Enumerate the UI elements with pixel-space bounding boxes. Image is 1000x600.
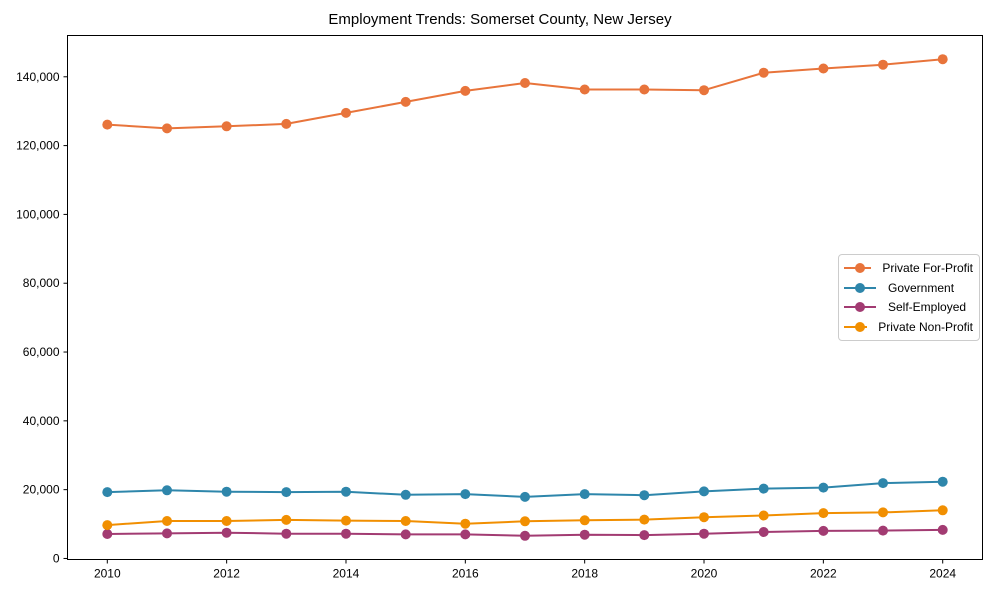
y-tick-label: 80,000 — [23, 276, 60, 290]
data-point-private-for-profit-2015 — [400, 96, 411, 107]
data-point-private-for-profit-2013 — [281, 118, 292, 129]
legend-label: Private Non-Profit — [878, 320, 973, 335]
data-point-self-employed-2024 — [937, 524, 948, 535]
data-point-private-for-profit-2024 — [937, 54, 948, 65]
data-point-self-employed-2010 — [102, 529, 113, 539]
data-point-government-2022 — [818, 482, 829, 493]
data-point-private-for-profit-2023 — [878, 59, 888, 70]
data-point-self-employed-2016 — [460, 529, 471, 540]
data-point-government-2021 — [758, 483, 769, 494]
data-point-private-for-profit-2011 — [162, 123, 172, 134]
legend-label: Private For-Profit — [882, 260, 973, 275]
legend-dot — [855, 322, 865, 333]
data-point-self-employed-2022 — [818, 525, 829, 536]
data-point-self-employed-2012 — [221, 527, 232, 538]
data-point-private-non-profit-2023 — [878, 507, 888, 518]
data-point-government-2024 — [937, 476, 948, 487]
data-point-private-non-profit-2017 — [520, 516, 530, 527]
data-point-self-employed-2021 — [758, 527, 769, 537]
legend-item-government: Government — [843, 278, 973, 298]
data-point-private-non-profit-2024 — [937, 505, 948, 516]
data-point-government-2018 — [579, 489, 590, 500]
data-point-private-non-profit-2016 — [460, 518, 471, 529]
chart-title: Employment Trends: Somerset County, New … — [328, 11, 672, 28]
data-point-private-non-profit-2020 — [699, 512, 709, 523]
data-point-government-2015 — [400, 489, 411, 500]
data-point-private-non-profit-2022 — [818, 508, 829, 519]
y-tick-label: 120,000 — [16, 139, 60, 153]
data-point-private-non-profit-2018 — [579, 515, 590, 526]
x-tick-label: 2020 — [691, 567, 718, 581]
legend-label: Government — [888, 280, 955, 295]
data-point-private-for-profit-2020 — [699, 85, 709, 96]
x-tick-label: 2014 — [333, 567, 360, 581]
data-point-private-non-profit-2010 — [102, 520, 113, 531]
data-point-private-non-profit-2011 — [162, 516, 172, 526]
data-point-self-employed-2023 — [878, 525, 888, 536]
y-tick-label: 0 — [53, 551, 60, 565]
data-point-private-for-profit-2018 — [579, 84, 590, 95]
legend-marker-icon — [844, 322, 868, 333]
data-point-private-non-profit-2015 — [400, 516, 411, 526]
legend-marker-icon — [844, 302, 876, 313]
legend-dot — [855, 282, 865, 293]
data-point-private-non-profit-2013 — [281, 514, 292, 525]
data-point-private-for-profit-2017 — [520, 78, 530, 88]
data-point-private-non-profit-2014 — [341, 515, 351, 526]
legend-item-private-for-profit: Private For-Profit — [843, 258, 973, 278]
x-tick-label: 2016 — [452, 567, 479, 581]
legend-marker-icon — [844, 282, 876, 293]
data-point-private-for-profit-2014 — [341, 107, 351, 118]
legend-item-private-non-profit: Private Non-Profit — [843, 317, 973, 337]
data-point-self-employed-2013 — [281, 528, 292, 539]
legend-dot — [855, 262, 865, 273]
x-tick-label: 2022 — [810, 567, 837, 581]
data-point-self-employed-2015 — [400, 529, 411, 540]
data-point-government-2010 — [102, 487, 113, 498]
data-point-government-2017 — [520, 491, 530, 502]
legend-dot — [855, 302, 865, 313]
data-point-self-employed-2018 — [579, 529, 590, 540]
data-point-government-2019 — [639, 490, 650, 501]
data-point-private-for-profit-2010 — [102, 119, 113, 130]
data-point-self-employed-2020 — [699, 528, 709, 539]
x-tick-label: 2012 — [213, 567, 240, 581]
data-point-private-for-profit-2016 — [460, 85, 471, 96]
data-point-self-employed-2017 — [520, 530, 530, 541]
y-tick-label: 100,000 — [16, 207, 60, 221]
x-tick-label: 2024 — [929, 567, 956, 581]
y-tick-label: 60,000 — [23, 345, 60, 359]
plot-area — [67, 35, 983, 560]
data-point-government-2014 — [341, 486, 351, 497]
legend-marker-icon — [844, 262, 872, 273]
data-point-government-2011 — [162, 485, 172, 496]
legend: Private For-Profit Government Self-Employe… — [838, 254, 980, 341]
legend-item-self-employed: Self-Employed — [843, 298, 973, 318]
data-point-self-employed-2014 — [341, 528, 351, 539]
data-point-government-2013 — [281, 487, 292, 498]
data-point-private-for-profit-2012 — [221, 121, 232, 132]
legend-label: Self-Employed — [888, 300, 967, 315]
data-point-government-2023 — [878, 478, 888, 489]
y-tick-label: 20,000 — [23, 483, 60, 497]
data-point-private-for-profit-2019 — [639, 84, 650, 95]
data-point-private-non-profit-2012 — [221, 516, 232, 526]
data-point-government-2016 — [460, 489, 471, 500]
x-tick-label: 2010 — [94, 567, 121, 581]
data-point-private-for-profit-2021 — [758, 67, 769, 78]
data-point-private-for-profit-2022 — [818, 63, 829, 74]
y-tick-label: 140,000 — [16, 70, 60, 84]
data-point-self-employed-2011 — [162, 528, 172, 539]
y-tick-label: 40,000 — [23, 414, 60, 428]
data-point-private-non-profit-2019 — [639, 514, 650, 525]
data-point-private-non-profit-2021 — [758, 510, 769, 521]
data-point-government-2012 — [221, 486, 232, 497]
data-point-self-employed-2019 — [639, 530, 650, 541]
x-tick-label: 2018 — [571, 567, 598, 581]
data-point-government-2020 — [699, 486, 709, 497]
